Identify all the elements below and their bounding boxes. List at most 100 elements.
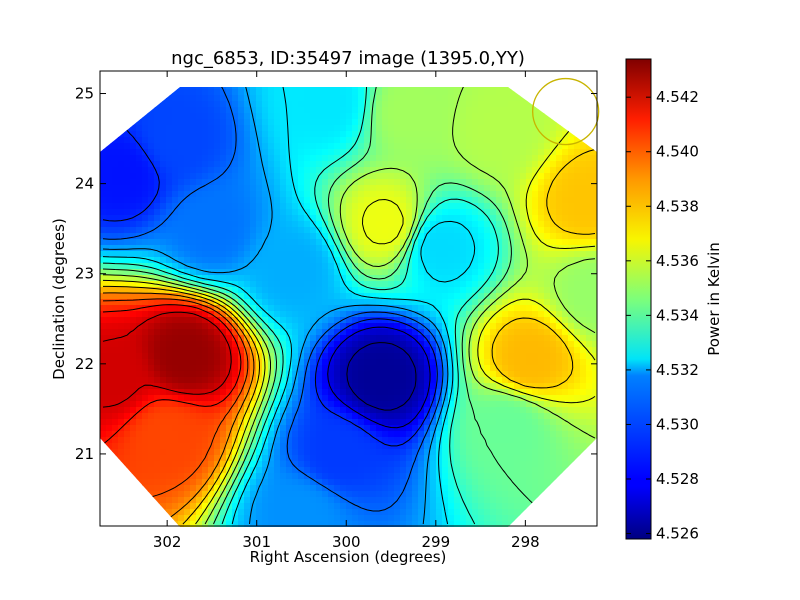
heat-cell: [106, 131, 113, 138]
heat-cell: [310, 197, 317, 204]
heat-cell: [508, 389, 515, 396]
heat-cell: [244, 317, 251, 324]
heat-cell: [526, 239, 533, 246]
heat-cell: [472, 401, 479, 408]
heat-cell: [136, 149, 143, 156]
heat-cell: [370, 329, 377, 336]
heat-cell: [268, 383, 275, 390]
heat-cell: [268, 263, 275, 270]
heat-cell: [388, 347, 395, 354]
heat-cell: [526, 143, 533, 150]
heat-cell: [532, 87, 539, 90]
heat-cell: [160, 71, 167, 78]
heat-cell: [544, 263, 551, 270]
heat-cell: [328, 95, 335, 102]
heat-cell: [190, 191, 197, 198]
heat-cell: [568, 167, 575, 174]
heat-cell: [172, 143, 179, 150]
heat-cell: [358, 215, 365, 222]
heat-cell: [226, 365, 233, 372]
heat-cell: [202, 167, 209, 174]
heat-cell: [454, 419, 461, 426]
heat-cell: [364, 185, 371, 192]
heat-cell: [310, 401, 317, 408]
heat-cell: [262, 167, 269, 174]
heat-cell: [436, 287, 443, 294]
heat-cell: [586, 413, 593, 420]
heat-cell: [430, 101, 437, 108]
heat-cell: [454, 149, 461, 156]
heat-cell: [220, 425, 227, 432]
heat-cell: [478, 113, 485, 120]
heat-cell: [304, 227, 311, 234]
heat-cell: [142, 167, 149, 174]
heat-cell: [526, 71, 533, 78]
heat-cell: [256, 425, 263, 432]
heat-cell: [178, 407, 185, 414]
heat-cell: [550, 173, 557, 180]
heat-cell: [232, 107, 239, 114]
heat-cell: [394, 323, 401, 330]
heat-cell: [172, 401, 179, 408]
heat-cell: [586, 155, 593, 162]
heat-cell: [340, 263, 347, 270]
heat-cell: [436, 401, 443, 408]
heat-cell: [460, 257, 467, 264]
heat-cell: [376, 251, 383, 258]
heat-cell: [592, 269, 597, 276]
heat-cell: [430, 125, 437, 132]
heat-cell: [370, 197, 377, 204]
heat-cell: [454, 143, 461, 150]
heat-cell: [520, 269, 527, 276]
heat-cell: [334, 89, 341, 96]
heat-cell: [376, 87, 383, 90]
heat-cell: [130, 299, 137, 306]
heat-cell: [250, 149, 257, 156]
heat-cell: [334, 329, 341, 336]
heat-cell: [400, 77, 407, 84]
heat-cell: [586, 245, 593, 252]
heat-cell: [586, 407, 593, 414]
heat-cell: [508, 335, 515, 342]
heat-cell: [580, 95, 587, 102]
heat-cell: [352, 335, 359, 342]
heat-cell: [466, 113, 473, 120]
heat-cell: [172, 137, 179, 144]
heat-cell: [328, 143, 335, 150]
heat-cell: [556, 371, 563, 378]
heat-cell: [214, 257, 221, 264]
heat-cell: [154, 87, 161, 90]
heat-cell: [460, 275, 467, 282]
heat-cell: [436, 257, 443, 264]
heat-cell: [178, 87, 185, 90]
heat-cell: [250, 95, 257, 102]
heat-cell: [436, 353, 443, 360]
heat-cell: [334, 377, 341, 384]
heat-cell: [106, 407, 113, 414]
heat-cell: [178, 431, 185, 438]
heat-cell: [148, 353, 155, 360]
heat-cell: [298, 221, 305, 228]
heat-cell: [304, 191, 311, 198]
heat-cell: [262, 197, 269, 204]
heat-cell: [262, 137, 269, 144]
heat-cell: [274, 251, 281, 258]
heat-cell: [382, 227, 389, 234]
heat-cell: [364, 275, 371, 282]
heat-cell: [238, 347, 245, 354]
heat-cell: [286, 215, 293, 222]
heat-cell: [538, 251, 545, 258]
heat-cell: [418, 203, 425, 210]
heat-cell: [340, 293, 347, 300]
heat-cell: [574, 119, 581, 126]
heat-cell: [178, 371, 185, 378]
heat-cell: [412, 323, 419, 330]
heat-cell: [268, 167, 275, 174]
heat-cell: [478, 87, 485, 90]
heat-cell: [580, 215, 587, 222]
heat-cell: [220, 101, 227, 108]
heat-cell: [106, 191, 113, 198]
heat-cell: [274, 131, 281, 138]
heat-cell: [424, 413, 431, 420]
heat-cell: [520, 257, 527, 264]
